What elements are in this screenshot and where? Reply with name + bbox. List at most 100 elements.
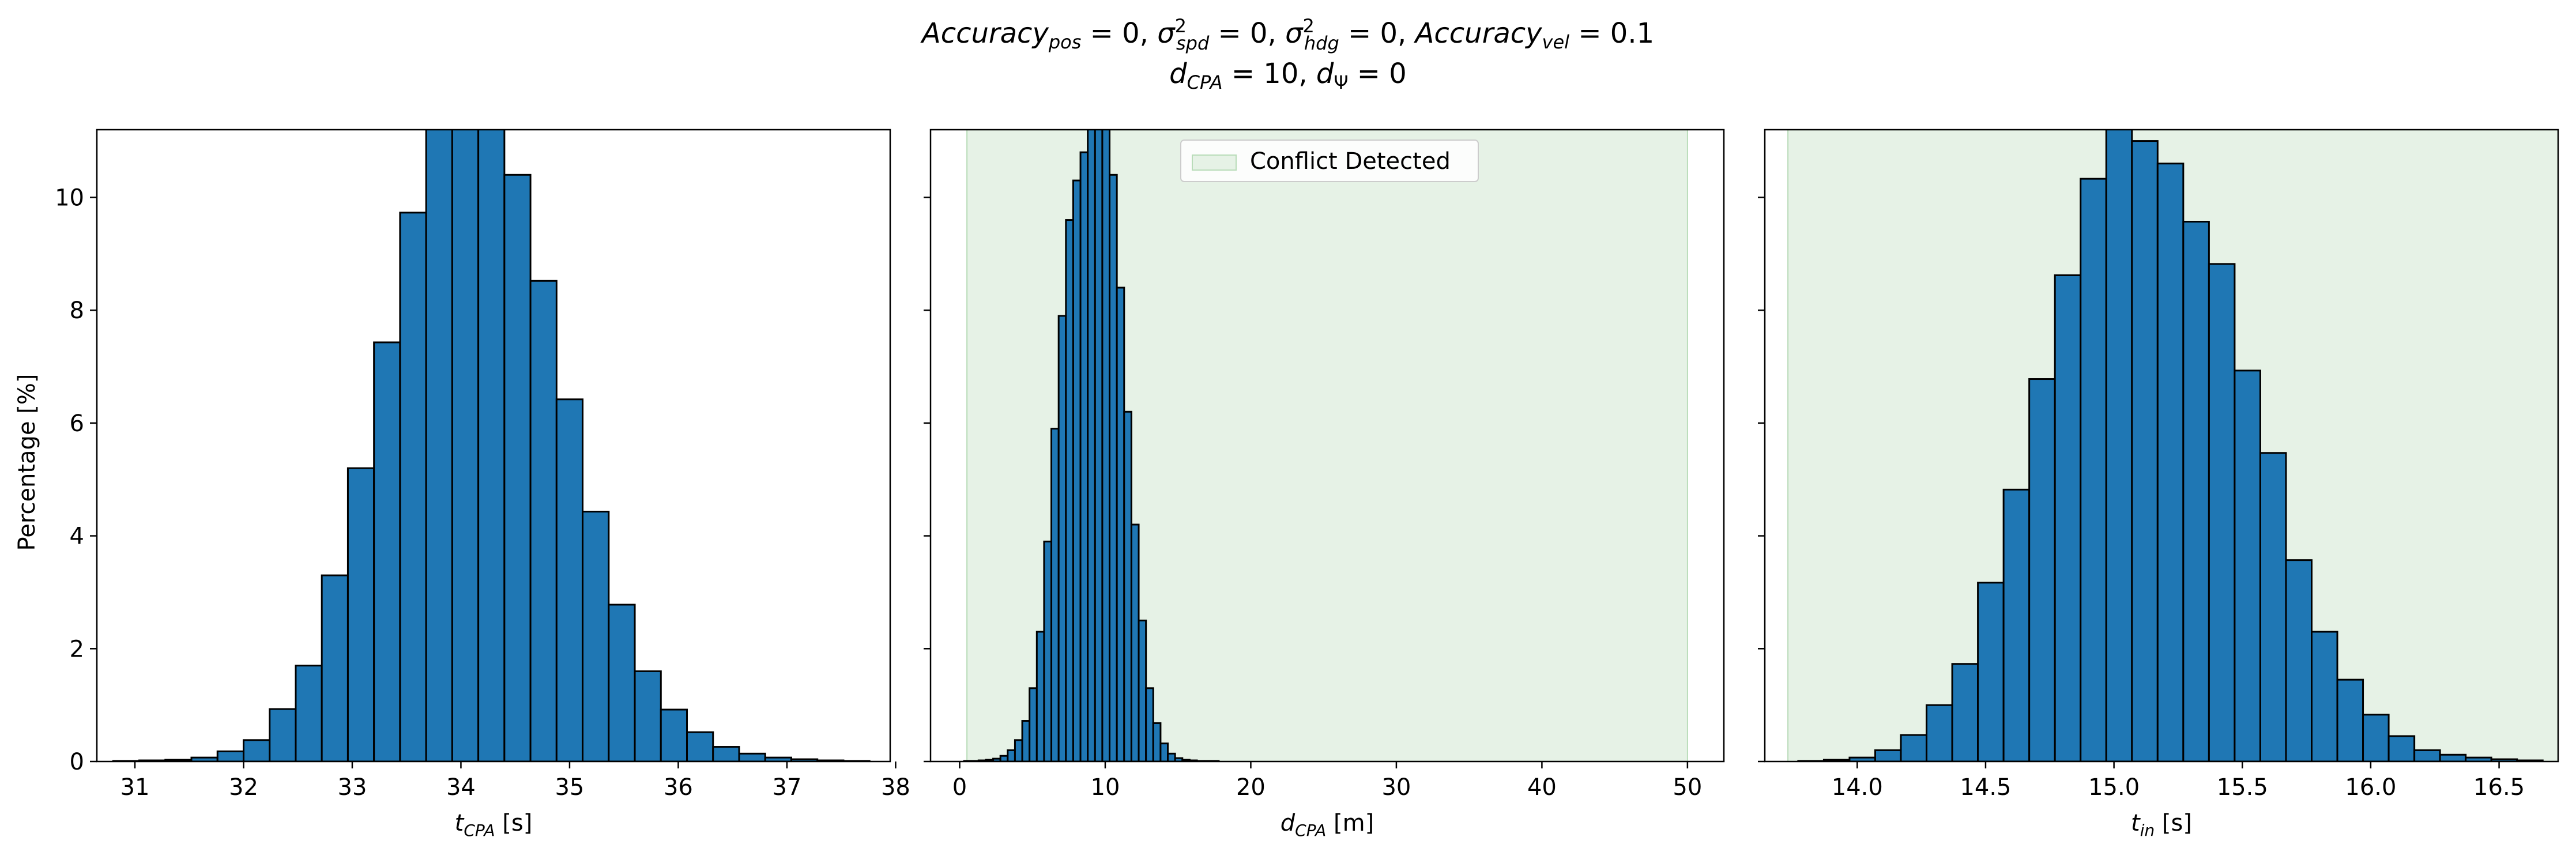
histogram-bar: [242, 739, 271, 761]
plot-area: [963, 130, 1688, 761]
histogram-bar: [2311, 631, 2338, 761]
x-tick-label: 35: [555, 774, 584, 801]
legend-swatch: [1192, 154, 1237, 171]
histogram-bar: [1043, 540, 1053, 761]
histogram-bar: [1138, 619, 1147, 761]
histogram-bar: [2002, 488, 2031, 761]
histogram-bar: [1007, 749, 1016, 761]
histogram-bar: [2054, 274, 2082, 761]
y-axis-label: Percentage [%]: [14, 374, 40, 551]
y-tick-label: 0: [70, 749, 84, 775]
panel-t-in: 14.0 14.5 15.0 15.5 16.0 16.5 tin [s]: [1758, 129, 2559, 840]
x-tick-label: 37: [772, 774, 801, 801]
histogram-bar: [634, 670, 662, 761]
histogram-bar: [2234, 370, 2261, 761]
histogram-bar: [1087, 130, 1096, 761]
y-tick-label: 10: [55, 184, 84, 211]
histogram-bar: [1109, 174, 1118, 761]
histogram-bar: [2156, 163, 2185, 761]
histogram-bar: [373, 341, 401, 761]
legend: Conflict Detected: [1180, 140, 1479, 182]
histogram-bar: [1035, 631, 1045, 761]
histogram-bar: [660, 708, 688, 761]
histogram-bar: [1167, 752, 1176, 761]
histogram-bar: [399, 212, 427, 761]
histogram-bar: [2439, 753, 2467, 761]
histogram-bar: [451, 130, 480, 761]
x-axis-label: dCPA [m]: [1281, 810, 1374, 840]
histogram-bar: [425, 130, 453, 761]
histogram-bar: [608, 604, 636, 761]
panel-t-cpa: 31 32 33 34 35 36 37 38 0 2 4 6 8 10 tCPA [s]: [55, 129, 910, 840]
x-tick-label: 40: [1527, 774, 1557, 801]
histogram-bar: [2080, 178, 2107, 761]
histogram-bar: [1152, 722, 1162, 761]
x-tick-label: 30: [1381, 774, 1411, 801]
x-tick-label: 31: [120, 774, 150, 801]
y-tick-label: 2: [70, 636, 84, 662]
histogram-bar: [686, 731, 714, 761]
x-tick-label: 14.0: [1832, 774, 1883, 801]
histogram-bar: [1874, 749, 1902, 761]
histogram-bar: [1159, 742, 1169, 761]
panel-d-cpa: 0 10 20 30 40 50 dCPA [m] Conflict Detected: [924, 129, 1725, 840]
y-tick-label: 4: [70, 523, 84, 550]
y-tick-label: 6: [70, 410, 84, 437]
histogram-bar: [2208, 263, 2236, 761]
histogram-bar: [1145, 687, 1154, 761]
histogram-bar: [1900, 734, 1928, 761]
x-axis-label: tCPA [s]: [455, 810, 533, 840]
histogram-bar: [1050, 428, 1060, 761]
histogram-bar: [2362, 714, 2390, 761]
histogram-bar: [1079, 151, 1089, 761]
histogram-bar: [503, 174, 532, 761]
histogram-bar: [1065, 219, 1074, 761]
x-tick-label: 20: [1236, 774, 1266, 801]
histogram-bar: [321, 574, 349, 761]
histogram-bar: [269, 708, 297, 761]
x-tick-label: 50: [1673, 774, 1702, 801]
histogram-bar: [295, 665, 323, 761]
plot-area: [112, 130, 871, 761]
histogram-bar: [2028, 378, 2056, 761]
histogram-bar: [2182, 221, 2210, 761]
x-tick-label: 14.5: [1960, 774, 2011, 801]
histogram-bar: [2336, 678, 2364, 761]
axes-frame: [929, 129, 1725, 763]
figure-title-line1: Accuracypos = 0, σ2 spd = 0, σ2 hdg = 0, A…: [920, 15, 1654, 54]
x-tick-label: 15.5: [2217, 774, 2268, 801]
histogram-bar: [582, 510, 610, 761]
histogram-bar: [2259, 452, 2287, 761]
x-tick-label: 16.5: [2473, 774, 2525, 801]
x-tick-label: 15.0: [2088, 774, 2140, 801]
histogram-bar: [1021, 720, 1031, 761]
histogram-bar: [1057, 315, 1067, 761]
x-axis-label: tin [s]: [2131, 810, 2192, 840]
histogram-bar: [1116, 286, 1125, 761]
y-tick-label: 8: [70, 297, 84, 324]
histogram-bar: [738, 752, 766, 761]
histogram-bar: [2131, 140, 2159, 761]
x-tick-label: 32: [229, 774, 258, 801]
histogram-bar: [1130, 523, 1140, 761]
histogram-bar: [1951, 663, 1979, 761]
histogram-bar: [1072, 179, 1082, 761]
histogram-bar: [1977, 582, 2005, 761]
histogram-bar: [1094, 130, 1104, 761]
x-tick-label: 10: [1091, 774, 1120, 801]
histogram-bar: [999, 755, 1009, 761]
axes-frame: [96, 129, 891, 763]
histogram-bar: [1029, 687, 1038, 761]
x-tick-label: 16.0: [2345, 774, 2396, 801]
legend-label: Conflict Detected: [1250, 148, 1451, 175]
histogram-bar: [2105, 130, 2133, 761]
histogram-bar: [2387, 735, 2416, 761]
plot-area: [1787, 130, 2558, 761]
x-tick-label: 36: [664, 774, 693, 801]
histogram-bar: [216, 750, 244, 761]
figure-title-line2: dCPA = 10, dΨ = 0: [1169, 58, 1407, 93]
histogram-bar: [1926, 704, 1953, 761]
histogram-bar: [1123, 410, 1132, 761]
histogram-bar: [555, 398, 584, 761]
